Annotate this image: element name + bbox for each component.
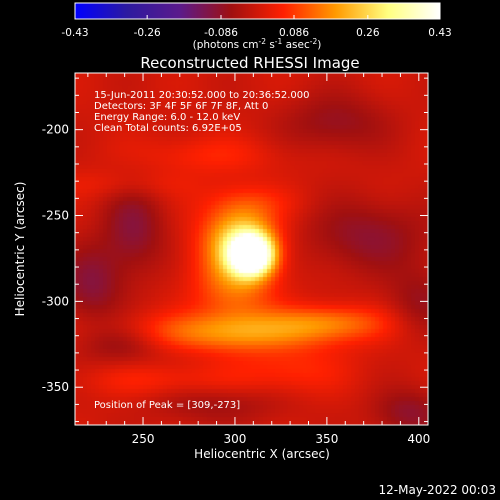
y-tick-label: -300 <box>42 294 69 308</box>
chart-title: Reconstructed RHESSI Image <box>140 54 359 72</box>
x-tick-label: 350 <box>315 432 338 446</box>
plot-frame <box>74 72 429 426</box>
x-tick-label: 400 <box>407 432 430 446</box>
x-tick-label: 250 <box>132 432 155 446</box>
x-axis-label: Heliocentric X (arcsec) <box>194 447 330 461</box>
peak-position-label: Position of Peak = [309,-273] <box>94 400 240 411</box>
plot-area: 250 300 350 400 -200 -250 -300 -350 <box>42 72 430 446</box>
colorbar-tick-label: -0.26 <box>134 27 161 39</box>
colorbar-tick-label: -0.43 <box>61 27 88 39</box>
colorbar-units: (photons cm-2 s-1 asec-2) <box>193 37 322 51</box>
colorbar-gradient <box>74 2 441 20</box>
colorbar-tick-label: 0.43 <box>428 27 451 39</box>
image-annotations: 15-Jun-2011 20:30:52.000 to 20:36:52.000… <box>94 90 310 134</box>
heatmap-image <box>75 73 428 425</box>
y-tick-label: -250 <box>42 209 69 223</box>
annotation-line: Energy Range: 6.0 - 12.0 keV <box>94 112 240 123</box>
annotation-line: Clean Total counts: 6.92E+05 <box>94 123 242 134</box>
colorbar-tick-label: -0.086 <box>204 27 238 39</box>
annotation-line: Detectors: 3F 4F 5F 6F 7F 8F, Att 0 <box>94 101 268 112</box>
y-axis-label: Heliocentric Y (arcsec) <box>13 182 27 317</box>
colorbar-tick-label: 0.086 <box>279 27 309 39</box>
timestamp: 12-May-2022 00:03 <box>379 483 496 497</box>
colorbar-ticks: -0.43 -0.26 -0.086 0.086 0.26 0.43 <box>61 15 452 39</box>
x-axis-ticks: 250 300 350 400 <box>87 73 430 446</box>
x-tick-label: 300 <box>224 432 247 446</box>
y-tick-label: -350 <box>42 380 69 394</box>
colorbar-tick-label: 0.26 <box>356 27 380 39</box>
y-tick-label: -200 <box>42 123 69 137</box>
colorbar: -0.43 -0.26 -0.086 0.086 0.26 0.43 (photons c… <box>61 2 452 51</box>
y-axis-ticks: -200 -250 -300 -350 <box>42 77 428 423</box>
annotation-line: 15-Jun-2011 20:30:52.000 to 20:36:52.000 <box>94 90 310 101</box>
